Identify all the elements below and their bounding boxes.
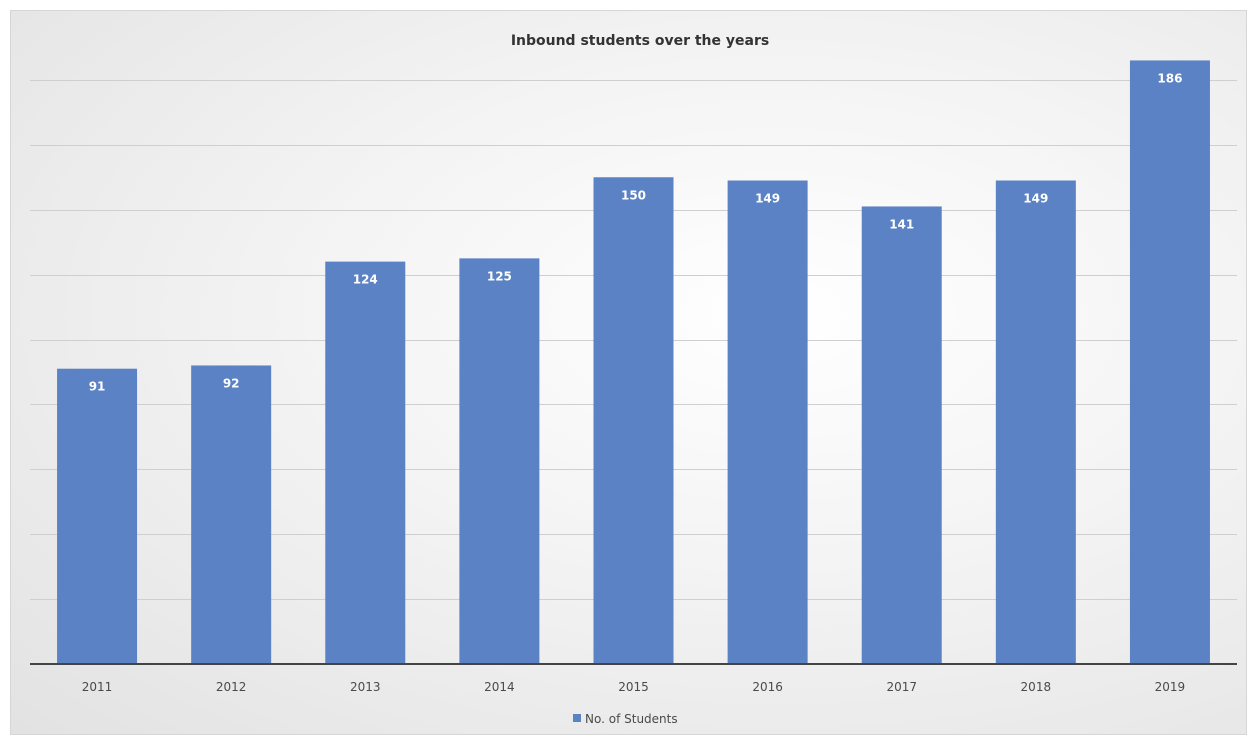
bar-2015 xyxy=(593,177,674,664)
chart-title: Inbound students over the years xyxy=(511,33,769,49)
x-tick-label: 2011 xyxy=(82,680,113,694)
data-label-2018: 149 xyxy=(1023,191,1048,205)
x-tick-label: 2018 xyxy=(1021,680,1052,694)
data-label-2019: 186 xyxy=(1157,71,1182,85)
bar-2016 xyxy=(727,180,808,664)
bar-2019 xyxy=(1129,60,1210,665)
bar-2017 xyxy=(861,206,942,664)
data-label-2017: 141 xyxy=(889,217,914,231)
bar-2013 xyxy=(325,261,406,664)
data-label-2015: 150 xyxy=(621,188,646,202)
data-label-2016: 149 xyxy=(755,191,780,205)
x-tick-label: 2012 xyxy=(216,680,247,694)
bar-2014 xyxy=(459,258,540,664)
x-tick-label: 2015 xyxy=(618,680,649,694)
bar-2018 xyxy=(995,180,1076,664)
x-axis-ticks: 2011 2012 2013 2014 2015 2016 2017 2018 2019 xyxy=(82,680,1185,694)
x-tick-label: 2019 xyxy=(1155,680,1186,694)
x-tick-label: 2017 xyxy=(886,680,917,694)
legend-swatch xyxy=(573,714,581,722)
data-labels: 91 92 124 125 150 149 141 149 186 xyxy=(89,71,1183,393)
bar-2011 xyxy=(57,368,138,664)
x-tick-label: 2013 xyxy=(350,680,381,694)
bars xyxy=(57,60,1210,665)
x-tick-label: 2014 xyxy=(484,680,515,694)
data-label-2011: 91 xyxy=(89,380,106,394)
data-label-2014: 125 xyxy=(487,269,512,283)
data-label-2012: 92 xyxy=(223,376,240,390)
data-label-2013: 124 xyxy=(353,273,378,287)
legend: No. of Students xyxy=(573,712,678,726)
legend-label: No. of Students xyxy=(585,712,678,726)
x-tick-label: 2016 xyxy=(752,680,783,694)
bar-2012 xyxy=(191,365,272,664)
